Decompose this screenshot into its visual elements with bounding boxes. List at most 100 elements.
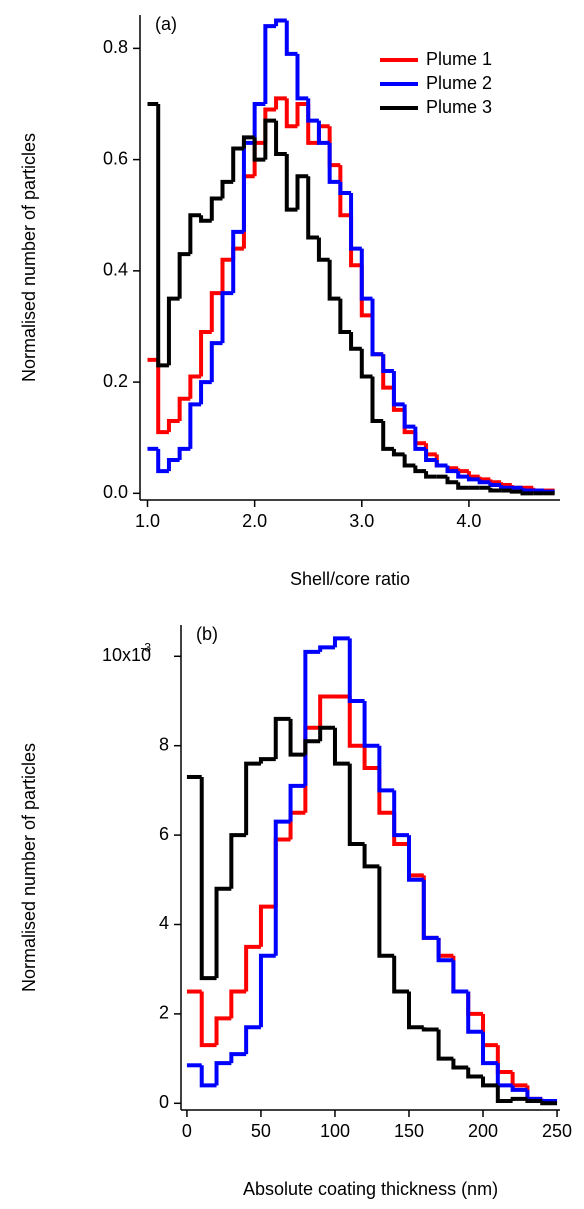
panel-label: (b): [196, 624, 218, 644]
histogram-step: [445, 476, 459, 485]
histogram-step: [156, 103, 169, 368]
histogram-step: [495, 1085, 513, 1104]
histogram-step: [406, 835, 424, 882]
histogram-step: [347, 696, 365, 748]
histogram-step: [451, 955, 469, 994]
histogram-step: [481, 1013, 498, 1048]
legend-label: Plume 1: [426, 49, 492, 69]
histogram-step: [391, 370, 405, 407]
histogram-step: [488, 482, 502, 487]
histogram-step: [402, 404, 416, 429]
histogram-step: [295, 101, 309, 127]
histogram-step: [166, 457, 180, 472]
histogram-step: [381, 421, 394, 451]
histogram-step: [229, 833, 247, 889]
histogram-step: [510, 1085, 528, 1092]
y-tick-label: 0.2: [103, 371, 128, 391]
histogram-step: [295, 53, 309, 101]
panel-label: (a): [155, 14, 177, 34]
histogram-step: [199, 380, 212, 405]
histogram-step: [370, 376, 384, 424]
histogram-step: [327, 259, 341, 301]
histogram-step: [318, 694, 335, 728]
histogram-step: [188, 213, 202, 255]
x-tick-label: 0: [182, 1121, 192, 1141]
histogram-step: [332, 636, 350, 648]
histogram-step: [288, 718, 306, 757]
histogram-step: [451, 960, 469, 994]
histogram-step: [241, 135, 255, 149]
histogram-step: [284, 20, 298, 56]
histogram-step: [525, 1089, 543, 1101]
y-tick-label: 4: [159, 913, 169, 933]
histogram-step: [288, 783, 306, 822]
y-axis-label: Normalised number of particles: [19, 133, 39, 382]
histogram-step: [377, 866, 395, 958]
histogram-step: [327, 142, 341, 184]
histogram-step: [332, 727, 350, 766]
histogram-step: [284, 154, 298, 212]
histogram-step: [540, 1098, 558, 1104]
histogram-step: [214, 886, 232, 979]
histogram-step: [166, 419, 180, 433]
histogram-step: [362, 745, 380, 771]
histogram-step: [413, 465, 427, 474]
histogram-step: [456, 471, 469, 479]
y-tick-label: 0.6: [103, 148, 128, 168]
histogram-step: [263, 118, 277, 160]
y-tick-label: 2: [159, 1003, 169, 1023]
histogram-step: [258, 757, 276, 764]
histogram-step: [359, 248, 373, 301]
histogram-step: [220, 291, 234, 344]
x-tick-label: 50: [251, 1121, 271, 1141]
histogram-step: [199, 1065, 217, 1088]
histogram-step: [456, 482, 469, 490]
histogram-step: [199, 991, 217, 1048]
histogram-step: [284, 98, 298, 129]
histogram-step: [406, 991, 424, 1030]
histogram-step: [481, 1076, 498, 1088]
histogram-step: [436, 1029, 454, 1061]
histogram-step: [456, 468, 469, 474]
y-tick-label: 0.0: [103, 482, 128, 502]
histogram-step: [244, 944, 261, 992]
histogram-step: [451, 1058, 469, 1070]
histogram-step: [406, 844, 424, 878]
histogram-step: [421, 879, 439, 940]
histogram-step: [274, 120, 287, 157]
histogram-step: [316, 120, 330, 145]
histogram-step: [477, 476, 491, 482]
y-tick-label: 0.4: [103, 260, 128, 280]
histogram-step: [510, 1096, 528, 1102]
histogram-step: [370, 298, 384, 357]
histogram-step: [214, 1016, 232, 1046]
histogram-step: [156, 448, 169, 474]
histogram-step: [481, 1031, 498, 1066]
histogram-step: [258, 904, 276, 947]
histogram-step: [466, 1067, 484, 1079]
histogram-step: [166, 296, 180, 366]
histogram-step: [445, 465, 459, 474]
x-tick-label: 2.0: [242, 511, 267, 531]
x-axis-label: Absolute coating thickness (nm): [243, 1179, 498, 1199]
histogram-step: [316, 237, 330, 262]
histogram-step: [220, 257, 234, 294]
x-tick-label: 4.0: [456, 511, 481, 531]
histogram-step: [349, 332, 362, 351]
y-tick-label: 0: [159, 1092, 169, 1112]
histogram-step: [421, 875, 439, 940]
histogram-step: [188, 402, 202, 449]
histogram-step: [263, 24, 277, 104]
y-tick-label: 6: [159, 824, 169, 844]
histogram-step: [214, 1061, 232, 1086]
histogram-step: [488, 487, 502, 493]
histogram-step: [362, 700, 380, 748]
histogram-step: [349, 192, 362, 251]
histogram-step: [303, 739, 321, 755]
histogram-step: [199, 215, 212, 223]
histogram-step: [209, 341, 223, 383]
histogram-step: [510, 1072, 528, 1088]
x-tick-label: 200: [468, 1121, 498, 1141]
histogram-step: [274, 96, 287, 110]
